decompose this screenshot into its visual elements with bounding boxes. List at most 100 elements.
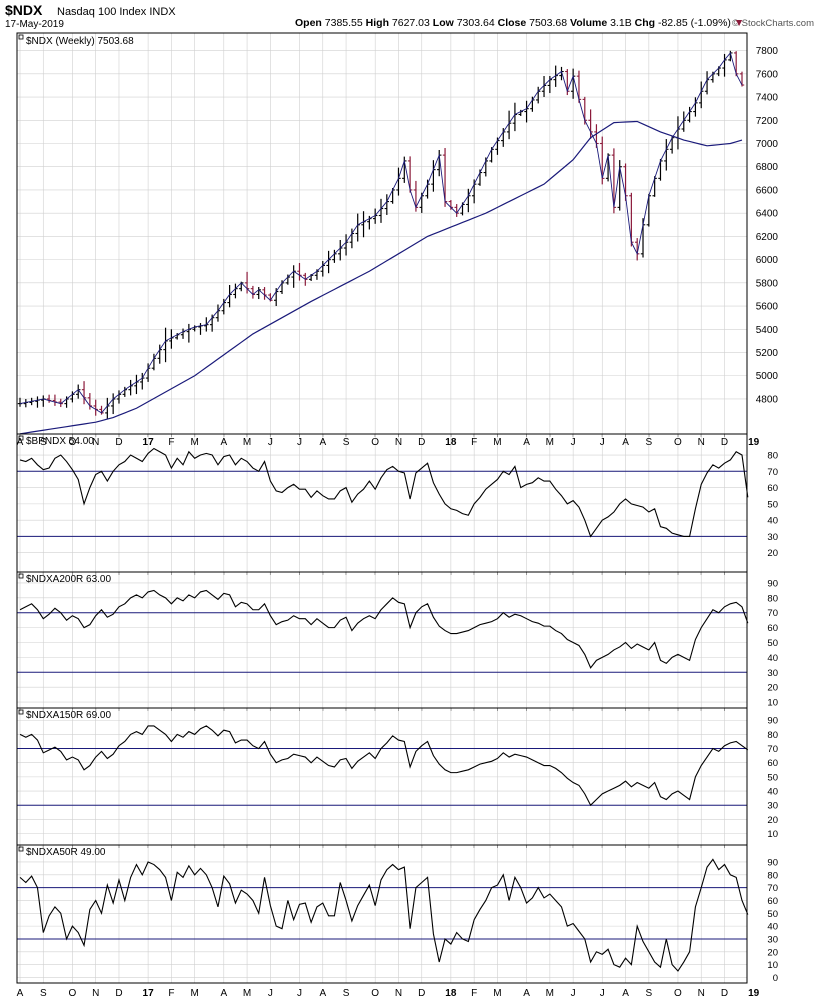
x-tick-label: O — [69, 437, 77, 448]
price-bar — [407, 156, 413, 193]
legend-marker-icon — [18, 435, 24, 441]
y-tick-label: 10 — [767, 960, 778, 971]
close-value: 7503.68 — [529, 17, 567, 29]
x-tick-label: S — [646, 437, 653, 448]
price-bar — [186, 323, 192, 343]
price-bar — [524, 100, 529, 123]
y-tick-label: 70 — [767, 744, 778, 755]
panel-label: $NDX (Weekly) 7503.68 — [26, 36, 134, 47]
y-tick-label: 80 — [767, 593, 778, 604]
x-tick-label: D — [115, 437, 122, 448]
y-tick-label: 5600 — [756, 302, 779, 313]
indicator-line — [19, 858, 749, 972]
panel-legend: $NDXA150R 69.00 — [18, 709, 111, 721]
exchange: INDX — [149, 6, 176, 18]
moving-average-line — [19, 120, 743, 435]
panel-frame — [16, 844, 748, 984]
x-tick-label: F — [471, 437, 477, 448]
price-bar — [646, 193, 652, 227]
price-bar — [233, 283, 238, 299]
y-tick-label: 90 — [767, 716, 778, 727]
y-tick-label: 60 — [767, 758, 778, 769]
price-bar — [41, 395, 46, 407]
y-tick-label: 40 — [767, 787, 778, 798]
legend-marker-icon — [18, 34, 24, 40]
price-bar — [629, 192, 634, 247]
panel-indicator-3: 10 20 30 40 50 60 70 80 90 $NDXA150R 69.00 — [16, 707, 778, 848]
y-tick-label: 80 — [767, 451, 778, 462]
price-bar — [343, 234, 349, 256]
price-bar — [291, 265, 296, 288]
y-tick-label: 60 — [767, 483, 778, 494]
price-bar — [297, 263, 302, 281]
y-tick-label: 7200 — [756, 116, 779, 127]
y-tick-label: 60 — [767, 623, 778, 634]
x-tick-label: A — [523, 437, 530, 448]
y-tick-label: 50 — [767, 909, 778, 920]
price-bar — [326, 250, 331, 274]
x-tick-label: S — [343, 437, 350, 448]
y-tick-label: 70 — [767, 608, 778, 619]
price-bar — [35, 396, 40, 408]
price-bar — [530, 96, 535, 112]
x-tick-label: N — [395, 988, 402, 999]
x-tick-label: N — [395, 437, 402, 448]
x-tick-label: 18 — [445, 988, 457, 999]
panel-legend: $NDXA200R 63.00 — [18, 573, 111, 585]
low-value: 7303.64 — [457, 17, 495, 29]
x-tick-label: M — [493, 988, 501, 999]
y-tick-label: 60 — [767, 896, 778, 907]
panel-legend: $NDXA50R 49.00 — [18, 846, 106, 858]
y-tick-label: 70 — [767, 883, 778, 894]
y-tick-label: 7600 — [756, 69, 779, 80]
panel-frame — [16, 32, 748, 435]
x-tick-label: A — [17, 988, 24, 999]
price-bar — [81, 381, 87, 405]
panel-label: $NDXA50R 49.00 — [26, 847, 106, 858]
x-tick-label: N — [92, 988, 99, 999]
x-tick-label: N — [698, 988, 705, 999]
y-tick-label: 70 — [767, 467, 778, 478]
x-tick-label: 19 — [748, 437, 760, 448]
x-tick-label: D — [721, 988, 728, 999]
x-tick-label: M — [546, 437, 554, 448]
y-tick-label: 20 — [767, 548, 778, 559]
x-tick-label: J — [297, 988, 302, 999]
x-axis: A S O N D 17 F M A M J J A S O N D 18 F M A M J J A S O N D 19 A S O N D 17… — [17, 437, 760, 999]
indicator-line — [19, 589, 749, 669]
legend-marker-icon — [18, 573, 24, 579]
panel-legend: $NDX (Weekly) 7503.68 — [18, 34, 134, 47]
x-tick-label: D — [721, 437, 728, 448]
x-tick-label: M — [546, 988, 554, 999]
y-tick-label: 30 — [767, 532, 778, 543]
chg-down-arrow-icon: ▼ — [734, 17, 744, 29]
x-tick-label: 18 — [445, 437, 457, 448]
y-tick-label: 6400 — [756, 209, 779, 220]
y-tick-label: 7800 — [756, 46, 779, 57]
y-tick-label: 5000 — [756, 371, 779, 382]
y-tick-label: 80 — [767, 870, 778, 881]
chart-date: 17-May-2019 — [5, 19, 64, 30]
x-tick-label: O — [371, 988, 379, 999]
x-tick-label: 17 — [143, 437, 155, 448]
y-tick-label: 10 — [767, 829, 778, 840]
x-tick-label: M — [243, 988, 251, 999]
x-tick-label: S — [343, 988, 350, 999]
price-bar — [198, 323, 203, 335]
y-tick-label: 80 — [767, 730, 778, 741]
open-value: 7385.55 — [325, 17, 363, 29]
x-tick-label: A — [17, 437, 24, 448]
price-bar — [128, 379, 133, 396]
low-label: Low — [433, 17, 455, 29]
x-tick-label: J — [297, 437, 302, 448]
index-name-text: Nasdaq 100 Index — [57, 6, 147, 18]
price-bar — [93, 399, 98, 416]
y-tick-label: 90 — [767, 857, 778, 868]
y-tick-label: 6200 — [756, 232, 779, 243]
price-bar — [52, 394, 58, 406]
brand: © StockCharts.com — [732, 18, 814, 29]
y-tick-label: 20 — [767, 683, 778, 694]
panel-legend: $BPNDX 54.00 — [18, 435, 94, 447]
